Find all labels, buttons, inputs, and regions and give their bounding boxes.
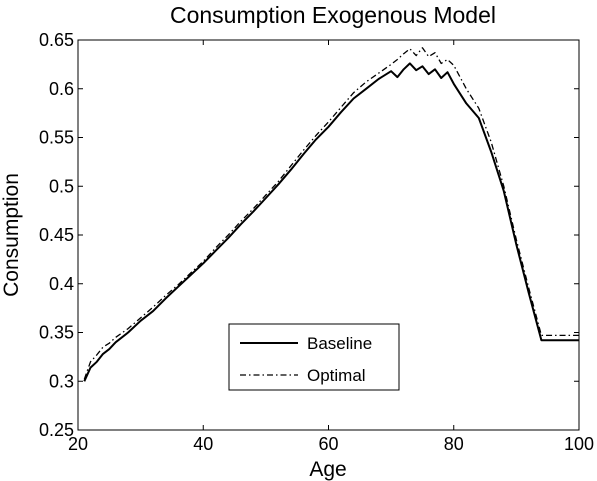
series-layer xyxy=(83,47,579,382)
x-tick-label: 20 xyxy=(68,434,88,454)
x-tick-label: 60 xyxy=(318,434,338,454)
legend-label-baseline: Baseline xyxy=(307,334,372,353)
series-line-optimal xyxy=(83,47,579,380)
y-tick-label: 0.4 xyxy=(49,274,74,294)
y-tick-label: 0.25 xyxy=(39,420,74,440)
series-line-baseline xyxy=(83,62,579,382)
x-tick-label: 100 xyxy=(564,434,594,454)
y-tick-label: 0.45 xyxy=(39,225,74,245)
legend: Baseline Optimal xyxy=(228,323,400,391)
y-tick-label: 0.65 xyxy=(39,30,74,50)
y-ticks: 0.25 0.3 0.35 0.4 0.45 0.5 0.55 0.6 0.65 xyxy=(39,30,579,440)
plot-area: 20 40 60 80 100 0.25 0.3 0.35 0.4 0.45 0.5 0.55 0.6… xyxy=(39,30,594,454)
x-tick-label: 80 xyxy=(444,434,464,454)
y-axis-label: Consumption xyxy=(0,173,23,297)
y-tick-label: 0.5 xyxy=(49,176,74,196)
x-tick-label: 40 xyxy=(193,434,213,454)
x-axis-label: Age xyxy=(309,458,346,481)
legend-box xyxy=(228,323,400,391)
y-tick-label: 0.35 xyxy=(39,323,74,343)
y-tick-label: 0.6 xyxy=(49,79,74,99)
y-tick-label: 0.3 xyxy=(49,371,74,391)
chart-title: Consumption Exogenous Model xyxy=(170,2,496,28)
x-ticks: 20 40 60 80 100 xyxy=(68,40,594,454)
legend-label-optimal: Optimal xyxy=(307,366,366,385)
y-tick-label: 0.55 xyxy=(39,128,74,148)
